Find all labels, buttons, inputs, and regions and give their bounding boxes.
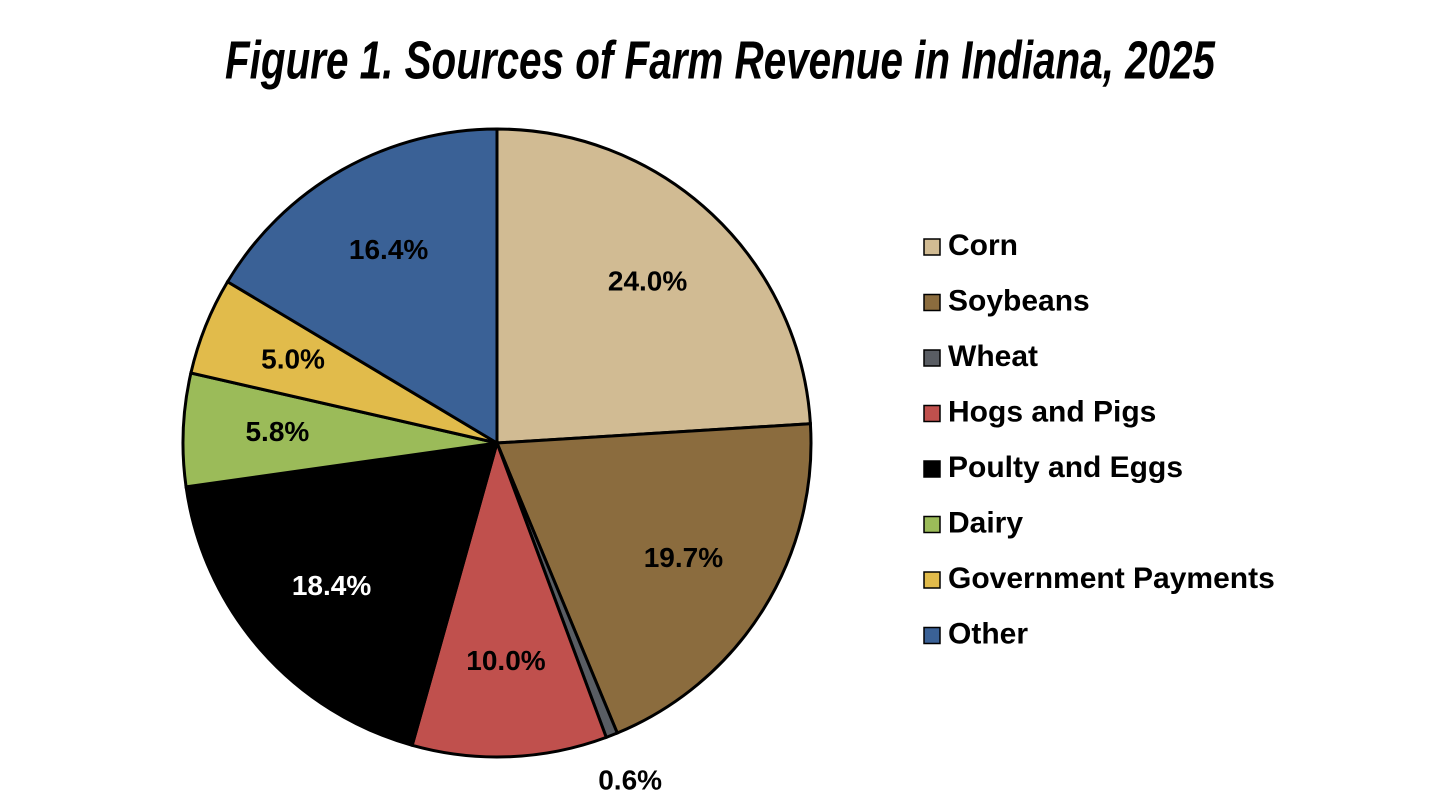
legend-label: Poulty and Eggs (948, 451, 1183, 484)
data-label: 19.7% (644, 542, 723, 573)
legend-label: Corn (948, 229, 1018, 262)
pie-slice (410, 438, 609, 759)
data-label: 16.4% (349, 234, 428, 265)
data-label: 5.0% (261, 343, 325, 374)
chart-title: Figure 1. Sources of Farm Revenue in Ind… (225, 30, 1216, 90)
legend-label: Hogs and Pigs (948, 395, 1156, 428)
legend-swatch (923, 349, 941, 367)
pie-slice (225, 127, 499, 446)
legend-label: Other (948, 617, 1028, 650)
pie-slice (184, 441, 500, 748)
legend-swatch (923, 626, 941, 645)
data-label: 5.8% (245, 416, 309, 447)
data-label: 10.0% (466, 645, 545, 676)
legend-label: Wheat (948, 340, 1038, 373)
legend-label: Government Payments (948, 562, 1275, 595)
pie-slice (494, 422, 813, 736)
legend-swatch (923, 293, 941, 312)
data-label: 24.0% (608, 265, 687, 296)
legend-swatch (923, 238, 941, 256)
legend-label: Dairy (948, 506, 1023, 539)
data-label: 18.4% (292, 570, 371, 601)
legend-swatch (923, 460, 941, 478)
legend-swatch (923, 571, 941, 589)
data-label: 0.6% (598, 764, 662, 795)
pie-slice (495, 127, 813, 445)
legend-swatch (923, 515, 941, 534)
legend-label: Soybeans (948, 284, 1090, 317)
legend-swatch (923, 404, 941, 423)
